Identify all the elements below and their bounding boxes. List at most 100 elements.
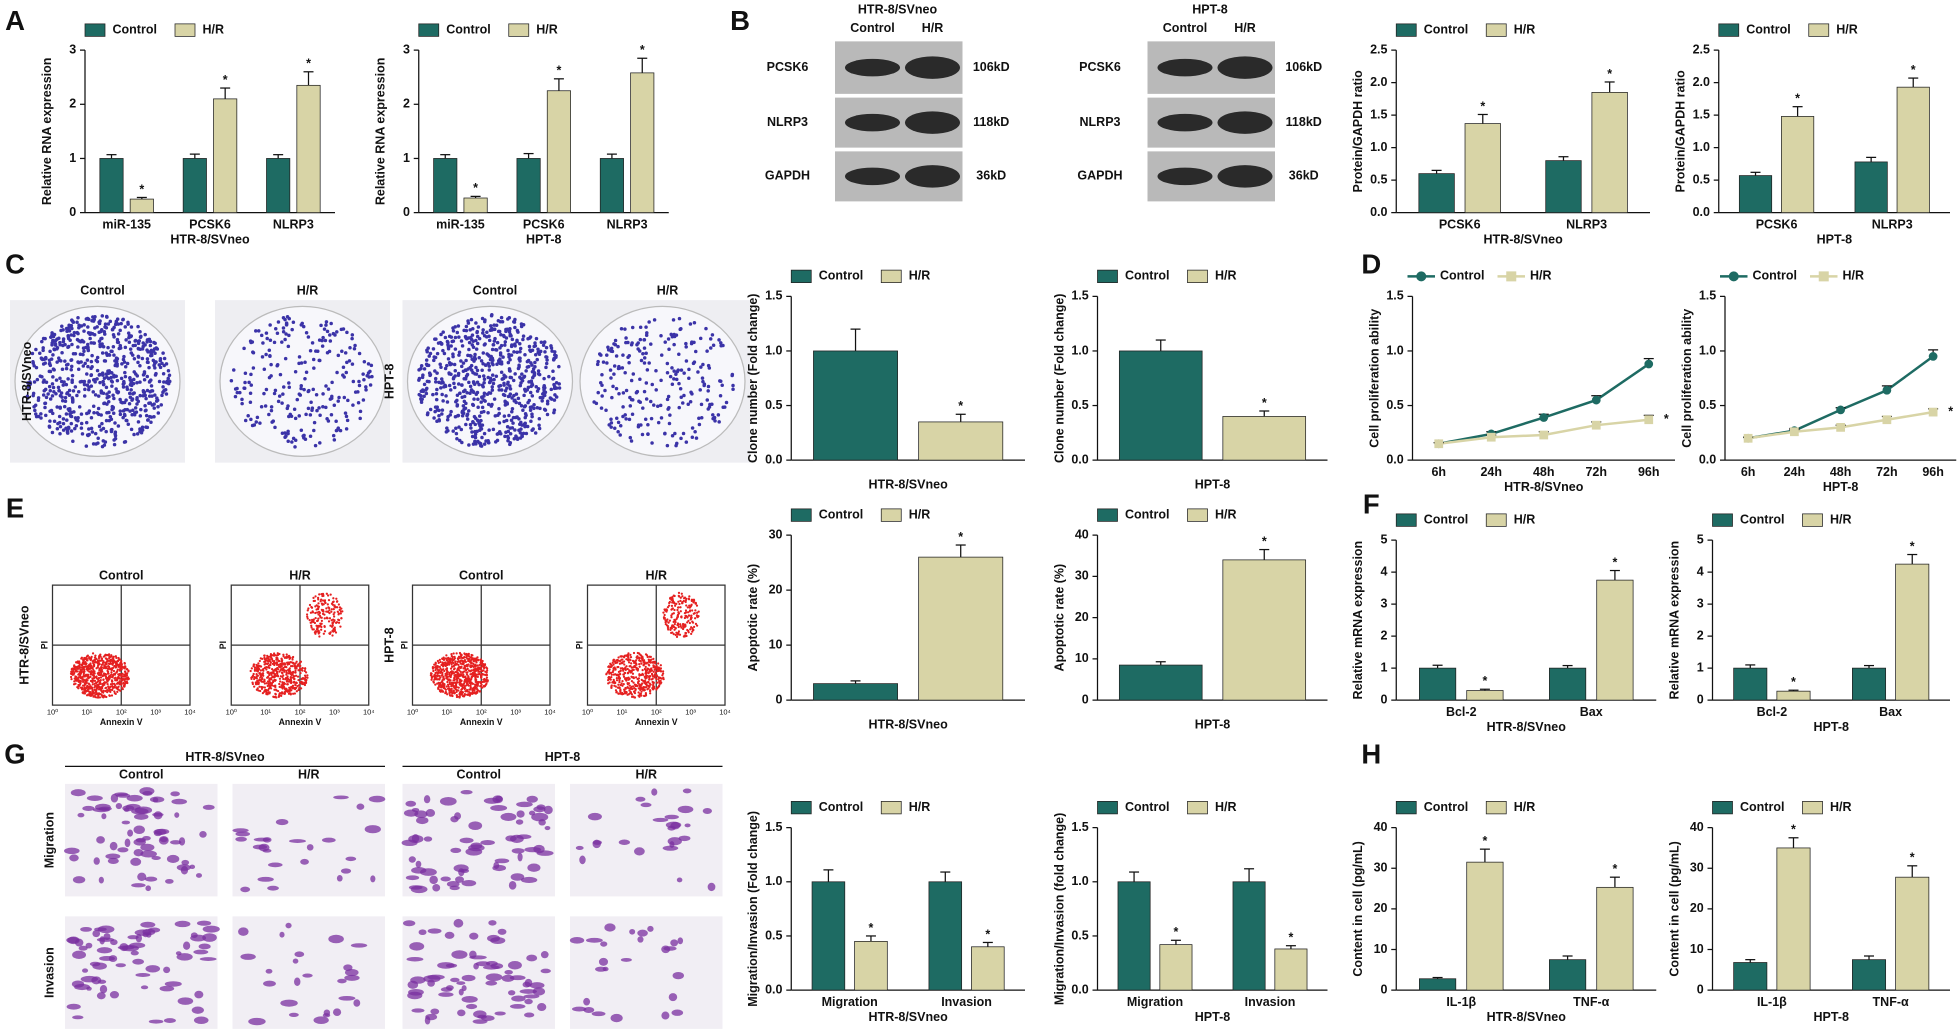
flow-dot (292, 685, 294, 687)
colony-dot (518, 402, 522, 405)
flow-dot (104, 687, 106, 689)
colony-dot (300, 322, 304, 325)
flow-dot (261, 658, 263, 660)
flow-dot (73, 668, 75, 670)
flow-dot (101, 666, 103, 668)
colony-dot (659, 334, 663, 338)
colony-dot (453, 374, 456, 378)
flow-dot (126, 682, 128, 684)
flow-dot (304, 668, 306, 670)
colony-column: H/R (657, 284, 679, 298)
colony-dot (451, 429, 455, 433)
flow-dot (612, 670, 614, 672)
flow-dot (480, 677, 482, 679)
colony-dot (131, 397, 135, 401)
colony-dot (62, 337, 66, 340)
flow-dot (633, 669, 635, 671)
colony-dot (112, 345, 116, 348)
flow-dot (253, 685, 255, 687)
flow-dot (115, 666, 117, 668)
colony-dot (86, 358, 90, 362)
flow-dot (270, 687, 272, 689)
flow-row: HTR-8/SVneo (17, 605, 31, 685)
colony-dot (687, 368, 691, 372)
flow-dot (286, 678, 288, 680)
colony-dot (67, 335, 71, 338)
flow-dot (455, 678, 457, 680)
flow-dot (263, 661, 265, 663)
flow-dot (679, 606, 681, 608)
flow-dot (677, 611, 679, 613)
colony-dot (316, 350, 320, 353)
colony-dot (167, 369, 171, 373)
flow-ylabel: PI (39, 641, 49, 649)
colony-dot (555, 395, 558, 398)
flow-dot (477, 683, 479, 685)
colony-dot (434, 380, 438, 383)
flow-column: H/R (645, 569, 667, 583)
flow-dot (273, 696, 275, 698)
flow-tick: 10⁴ (544, 708, 556, 717)
colony-dot (62, 422, 65, 425)
colony-dot (685, 359, 689, 363)
flow-dot (485, 683, 487, 685)
flow-dot (622, 693, 624, 695)
flow-dot (465, 656, 467, 658)
colony-dot (725, 401, 729, 404)
flow-dot (691, 631, 693, 633)
flow-dot (445, 654, 447, 656)
colony-dot (643, 346, 647, 349)
flow-dot (690, 616, 692, 618)
colony-dot (82, 350, 86, 353)
flow-dot (268, 684, 270, 686)
colony-dot (538, 427, 541, 431)
flow-dot (260, 680, 262, 682)
flow-dot (638, 687, 640, 689)
colony-dot (80, 339, 84, 343)
flow-dot (291, 671, 293, 673)
colony-dot (553, 385, 556, 389)
flow-dot (312, 597, 314, 599)
colony-dot (90, 341, 94, 344)
colony-dot (315, 393, 319, 396)
flow-dot (646, 684, 648, 686)
flow-dot (685, 609, 687, 611)
colony-dot (270, 420, 274, 423)
colony-dot (490, 403, 493, 406)
colony-dot (603, 389, 607, 392)
colony-dot (369, 383, 372, 386)
flow-dot (481, 670, 483, 672)
colony-dot (502, 373, 505, 377)
colony-dot (493, 337, 497, 340)
colony-dot (460, 383, 464, 387)
flow-dot (109, 663, 111, 665)
colony-dot (297, 362, 301, 365)
flow-dot (469, 694, 471, 696)
flow-dot (484, 674, 486, 676)
flow-dot (88, 656, 90, 658)
colony-dot (61, 368, 65, 371)
colony-dot (433, 369, 437, 372)
colony-dot (90, 360, 94, 363)
flow-dot (256, 680, 258, 682)
flow-dot (84, 683, 86, 685)
flow-dot (269, 682, 271, 684)
colony-dot (146, 389, 150, 393)
flow-dot (338, 619, 340, 621)
colony-dot (446, 340, 450, 344)
colony-dot (131, 409, 135, 413)
flow-dot (116, 671, 118, 673)
flow-dot (640, 663, 642, 665)
flow-dot (83, 670, 85, 672)
flow-dot (256, 682, 258, 684)
colony-dot (486, 411, 489, 415)
colony-dot (537, 387, 541, 390)
flow-dot (648, 676, 650, 678)
colony-dot (504, 340, 508, 343)
colony-dot (126, 321, 130, 324)
colony-dot (276, 363, 280, 367)
cell (114, 792, 128, 796)
colony-dot (502, 383, 506, 386)
colony-dot (490, 328, 494, 331)
colony-dot (146, 418, 150, 422)
